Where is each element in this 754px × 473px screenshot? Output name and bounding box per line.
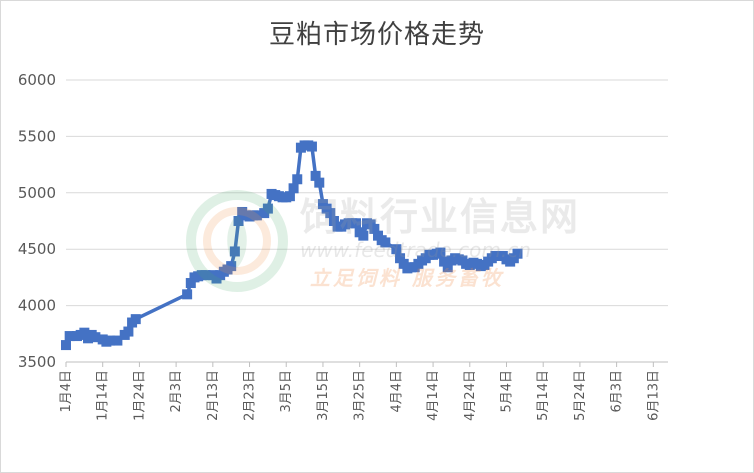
data-point — [512, 248, 523, 259]
data-point — [182, 289, 193, 300]
y-tick-label: 6000 — [18, 71, 56, 89]
data-point — [200, 270, 211, 281]
data-point — [284, 191, 295, 202]
series-layer — [61, 140, 523, 351]
data-point — [112, 335, 123, 346]
x-tick-label: 5月14日 — [536, 370, 551, 421]
x-axis: 1月4日 1月14日 1月24日 2月3日 2月13日 2月23日 3月5日 3月15日 3月2… — [59, 362, 661, 421]
data-point — [226, 261, 237, 272]
x-tick-label: 1月14日 — [96, 370, 111, 421]
x-tick-label: 1月4日 — [59, 370, 74, 413]
data-point — [369, 223, 380, 234]
watermark-slogan: 立足饲料 服务畜牧 — [310, 266, 504, 290]
y-tick-label: 5000 — [18, 184, 56, 202]
data-point — [325, 208, 336, 219]
data-point — [229, 246, 240, 257]
x-tick-label: 5月24日 — [573, 370, 588, 421]
data-point — [306, 141, 317, 152]
data-point — [395, 253, 406, 264]
x-tick-label: 3月25日 — [353, 370, 368, 421]
data-point — [442, 262, 453, 273]
data-point — [262, 203, 273, 214]
watermark-logo-icon — [186, 190, 288, 292]
watermark-url: www.feedtrade.com.cn — [300, 238, 531, 262]
data-point — [79, 327, 90, 338]
y-tick-label: 3500 — [18, 353, 56, 371]
data-point — [314, 177, 325, 188]
x-tick-label: 6月13日 — [646, 370, 661, 421]
watermark-name: 饲料行业信息网 — [300, 195, 581, 239]
x-tick-label: 3月15日 — [316, 370, 331, 421]
data-point — [251, 210, 262, 221]
data-point — [292, 174, 303, 185]
data-point — [185, 278, 196, 289]
data-point — [130, 314, 141, 325]
y-axis-ticks: 3500 4000 4500 5000 5500 6000 — [18, 71, 56, 371]
data-point — [358, 230, 369, 241]
x-tick-label: 6月3日 — [610, 370, 625, 413]
x-tick-label: 4月4日 — [389, 370, 404, 413]
data-point — [288, 183, 299, 194]
y-tick-label: 5500 — [18, 127, 56, 145]
data-point — [105, 335, 116, 346]
x-tick-label: 1月24日 — [132, 370, 147, 421]
x-tick-label: 2月13日 — [206, 370, 221, 421]
data-point — [123, 326, 134, 337]
x-tick-label: 2月3日 — [169, 370, 184, 413]
data-point — [328, 216, 339, 226]
x-tick-label: 5月4日 — [499, 370, 514, 413]
data-point — [233, 216, 244, 226]
x-tick-label: 3月5日 — [279, 370, 294, 413]
data-point — [61, 340, 71, 351]
data-point — [90, 332, 101, 343]
data-point — [435, 247, 446, 258]
x-tick-label: 2月23日 — [243, 370, 258, 421]
data-point — [64, 331, 75, 342]
y-tick-label: 4500 — [18, 240, 56, 258]
data-point — [391, 244, 402, 255]
x-tick-label: 4月14日 — [426, 370, 441, 421]
data-point — [380, 237, 391, 248]
y-tick-label: 4000 — [18, 297, 56, 315]
data-point — [310, 170, 321, 181]
data-point — [350, 218, 361, 229]
data-point — [439, 256, 450, 267]
chart-title: 豆粕市场价格走势 — [268, 20, 485, 50]
x-tick-label: 4月24日 — [463, 370, 478, 421]
